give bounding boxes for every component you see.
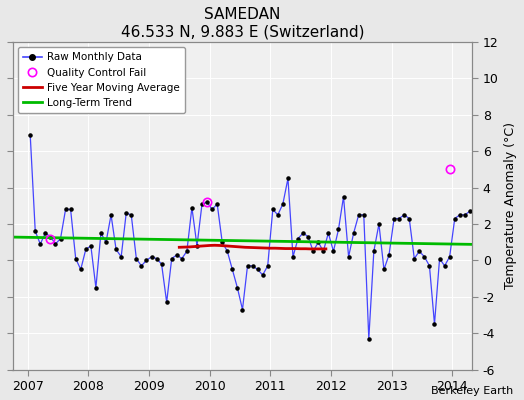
Point <box>41 230 50 236</box>
Point <box>299 230 307 236</box>
Point <box>359 212 368 218</box>
Point <box>97 230 105 236</box>
Point <box>157 261 166 267</box>
Point <box>254 266 262 273</box>
Point <box>304 234 312 240</box>
Point <box>82 246 90 253</box>
Point <box>248 263 257 269</box>
Point <box>385 252 393 258</box>
Point <box>77 266 85 273</box>
Point <box>243 263 252 269</box>
Point <box>203 199 211 205</box>
Point <box>466 208 474 214</box>
Point <box>198 201 206 207</box>
Point <box>193 243 201 249</box>
Point <box>228 266 236 273</box>
Point <box>208 206 216 213</box>
Point <box>461 212 469 218</box>
Point <box>400 212 408 218</box>
Point <box>51 241 60 247</box>
Point <box>344 254 353 260</box>
Point <box>152 255 161 262</box>
Point <box>380 266 388 273</box>
Point <box>147 254 156 260</box>
Point <box>86 243 95 249</box>
Point <box>415 248 423 254</box>
Point <box>425 263 434 269</box>
Legend: Raw Monthly Data, Quality Control Fail, Five Year Moving Average, Long-Term Tren: Raw Monthly Data, Quality Control Fail, … <box>18 47 185 113</box>
Point <box>445 254 454 260</box>
Point <box>132 255 140 262</box>
Point <box>218 239 226 245</box>
Point <box>213 201 221 207</box>
Point <box>455 212 464 218</box>
Point <box>127 212 135 218</box>
Point <box>117 254 125 260</box>
Point <box>365 336 373 342</box>
Point <box>390 215 398 222</box>
Point <box>375 221 383 227</box>
Point <box>26 132 35 138</box>
Point <box>410 255 419 262</box>
Point <box>340 194 348 200</box>
Point <box>107 212 115 218</box>
Point <box>71 255 80 262</box>
Point <box>122 210 130 216</box>
Y-axis label: Temperature Anomaly (°C): Temperature Anomaly (°C) <box>504 122 517 289</box>
Point <box>142 257 150 264</box>
Point <box>269 206 277 213</box>
Point <box>178 255 186 262</box>
Point <box>324 230 333 236</box>
Point <box>350 230 358 236</box>
Point <box>223 248 232 254</box>
Text: Berkeley Earth: Berkeley Earth <box>431 386 514 396</box>
Point <box>279 201 287 207</box>
Point <box>354 212 363 218</box>
Point <box>61 206 70 213</box>
Point <box>430 321 439 327</box>
Point <box>395 215 403 222</box>
Point <box>238 306 247 313</box>
Point <box>168 255 176 262</box>
Point <box>264 263 272 269</box>
Point <box>36 241 45 247</box>
Point <box>172 252 181 258</box>
Point <box>369 248 378 254</box>
Point <box>314 239 322 245</box>
Point <box>319 248 328 254</box>
Point <box>329 248 337 254</box>
Point <box>440 263 449 269</box>
Point <box>162 299 171 306</box>
Point <box>92 284 100 291</box>
Point <box>420 254 429 260</box>
Point <box>451 215 459 222</box>
Point <box>31 228 39 234</box>
Title: SAMEDAN
46.533 N, 9.883 E (Switzerland): SAMEDAN 46.533 N, 9.883 E (Switzerland) <box>121 7 364 39</box>
Point <box>233 284 242 291</box>
Point <box>309 248 318 254</box>
Point <box>274 212 282 218</box>
Point <box>334 226 343 233</box>
Point <box>289 254 297 260</box>
Point <box>405 215 413 222</box>
Point <box>294 235 302 242</box>
Point <box>46 234 54 240</box>
Point <box>112 246 121 253</box>
Point <box>183 248 191 254</box>
Point <box>435 255 444 262</box>
Point <box>188 204 196 211</box>
Point <box>258 272 267 278</box>
Point <box>137 263 146 269</box>
Point <box>284 175 292 182</box>
Point <box>67 206 75 213</box>
Point <box>57 235 65 242</box>
Point <box>102 239 110 245</box>
